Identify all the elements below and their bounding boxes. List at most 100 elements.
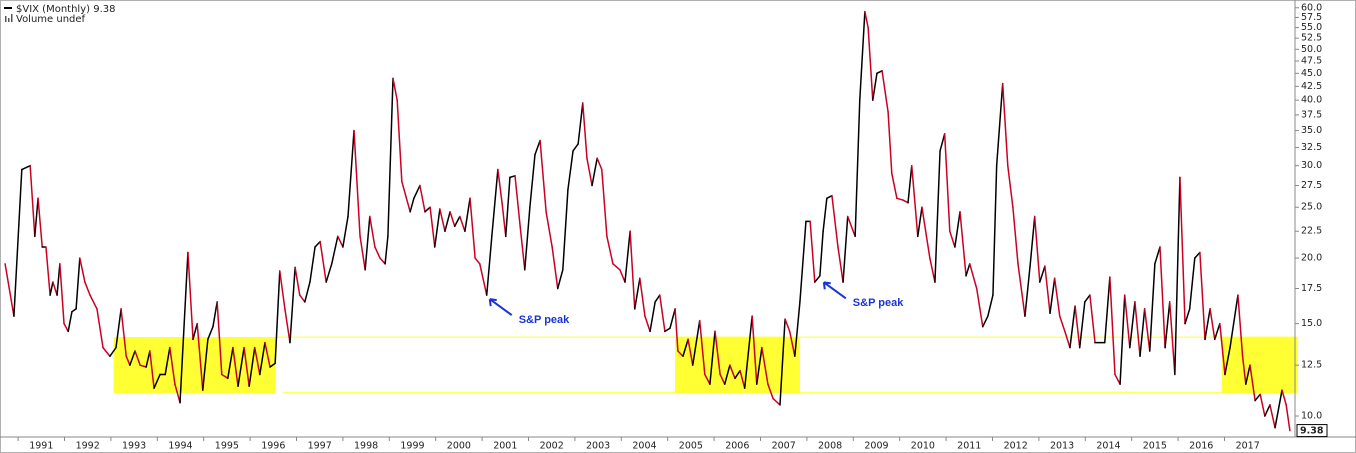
x-tick-label: 2002 (540, 441, 564, 452)
line-segment (109, 346, 117, 357)
line-segment (822, 197, 828, 232)
line-segment (1229, 294, 1239, 349)
line-segment (1001, 82, 1009, 167)
line-segment (49, 281, 54, 296)
line-segment (259, 341, 266, 376)
line-segment (227, 346, 234, 380)
y-tick-label: 35.0 (1301, 125, 1322, 136)
line-segment (887, 111, 893, 175)
line-segment (975, 287, 984, 328)
y-tick-label: 30.0 (1301, 160, 1322, 171)
line-segment (253, 346, 261, 376)
line-segment (1134, 301, 1141, 357)
line-segment (831, 194, 839, 248)
x-tick-label: 2016 (1189, 441, 1213, 452)
x-tick-label: 1997 (308, 441, 332, 452)
line-segment (509, 175, 516, 179)
x-tick-label: 2005 (679, 441, 703, 452)
line-segment (424, 206, 431, 213)
line-segment (591, 157, 598, 187)
y-tick-label: 22.5 (1301, 226, 1322, 237)
line-segment (1129, 301, 1136, 349)
line-segment (237, 346, 245, 387)
line-segment (1064, 330, 1071, 349)
line-segment (814, 275, 821, 283)
line-segment (1179, 176, 1186, 325)
line-segment (965, 263, 971, 277)
x-tick-label: 2009 (864, 441, 888, 452)
x-tick-label: 1991 (29, 441, 53, 452)
line-segment (1249, 364, 1256, 402)
line-segment (1269, 404, 1276, 429)
line-segment (52, 281, 58, 296)
line-segment (779, 318, 786, 406)
line-segment (872, 72, 878, 101)
line-segment (264, 341, 271, 368)
line-segment (196, 322, 204, 391)
x-tick-label: 1995 (215, 441, 239, 452)
line-segment (524, 206, 531, 271)
line-segment (854, 99, 861, 238)
line-segment (929, 257, 936, 283)
x-tick-label: 2001 (493, 441, 517, 452)
line-segment (1164, 301, 1171, 349)
line-segment (567, 150, 574, 191)
line-segment (63, 322, 69, 333)
line-segment (120, 308, 127, 357)
line-segment (949, 230, 956, 248)
line-segment (96, 308, 104, 349)
annotation (488, 298, 513, 316)
line-segment (59, 263, 65, 325)
line-segment (325, 263, 333, 283)
x-tick-label: 1998 (354, 441, 378, 452)
line-segment (129, 350, 136, 366)
line-segment (724, 364, 731, 385)
line-segment (562, 188, 569, 271)
line-segment (1069, 305, 1076, 349)
line-segment (187, 251, 194, 341)
line-segment (202, 338, 209, 391)
line-segment (145, 350, 151, 368)
line-segment (987, 294, 994, 317)
line-segment (896, 197, 904, 201)
line-segment (664, 327, 671, 333)
line-segment (1143, 308, 1151, 352)
line-segment (221, 373, 229, 380)
line-segment (364, 215, 371, 271)
y-tick-label: 15.0 (1301, 318, 1322, 329)
line-segment (881, 70, 889, 113)
line-segment (867, 26, 874, 101)
line-segment (274, 270, 281, 365)
line-segment (1024, 265, 1031, 317)
line-segment (864, 10, 869, 29)
line-segment (954, 211, 961, 248)
x-tick-label: 2003 (586, 441, 610, 452)
line-segment (659, 294, 666, 333)
last-value: 9.38 (93, 4, 115, 15)
line-segment (943, 133, 951, 232)
line-segment (453, 215, 461, 227)
line-segment (29, 164, 36, 238)
line-segment (1159, 246, 1166, 349)
line-segment (1084, 294, 1091, 303)
x-tick-label: 2017 (1236, 441, 1260, 452)
line-segment (691, 319, 701, 366)
line-segment (298, 294, 306, 303)
y-tick-label: 60.0 (1301, 2, 1322, 13)
line-segment (1188, 257, 1196, 310)
y-tick-label: 25.0 (1301, 202, 1322, 213)
line-segment (677, 350, 684, 357)
line-segment (743, 315, 753, 389)
line-segment (212, 301, 218, 328)
x-tick-label: 2012 (1004, 441, 1028, 452)
line-segment (842, 215, 849, 283)
line-segment (485, 235, 493, 296)
line-segment (1154, 246, 1161, 265)
line-segment (331, 235, 339, 265)
line-segment (464, 197, 471, 232)
line-segment (164, 346, 171, 376)
line-segment (891, 172, 898, 200)
line-segment (514, 175, 521, 227)
line-segment (729, 364, 736, 380)
